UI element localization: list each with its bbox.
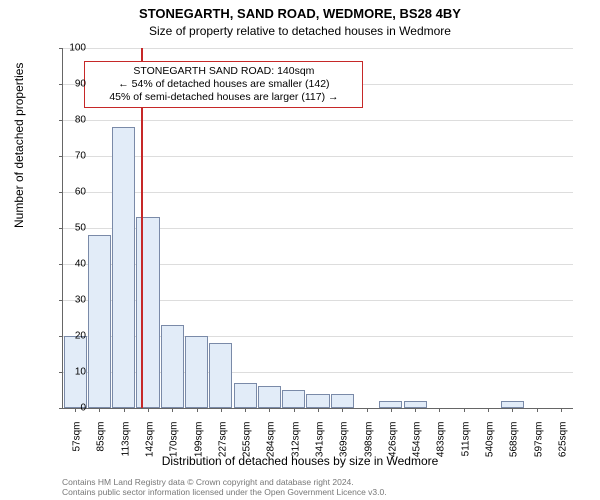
histogram-bar <box>282 390 305 408</box>
y-tick-label: 30 <box>75 295 86 306</box>
y-tick-label: 60 <box>75 187 86 198</box>
annotation-box: STONEGARTH SAND ROAD: 140sqm← 54% of det… <box>84 61 363 108</box>
y-tick-mark <box>59 336 63 337</box>
plot-area: STONEGARTH SAND ROAD: 140sqm← 54% of det… <box>62 48 573 409</box>
y-tick-mark <box>59 84 63 85</box>
chart-subtitle: Size of property relative to detached ho… <box>0 24 600 38</box>
x-tick-mark <box>221 408 222 412</box>
histogram-bar <box>258 386 281 408</box>
x-tick-mark <box>172 408 173 412</box>
x-tick-mark <box>294 408 295 412</box>
x-tick-mark <box>342 408 343 412</box>
y-tick-mark <box>59 372 63 373</box>
y-tick-label: 80 <box>75 115 86 126</box>
x-tick-mark <box>537 408 538 412</box>
histogram-bar <box>112 127 135 408</box>
y-tick-mark <box>59 264 63 265</box>
x-tick-mark <box>391 408 392 412</box>
x-tick-mark <box>75 408 76 412</box>
histogram-bar <box>209 343 232 408</box>
gridline <box>63 120 573 121</box>
histogram-bar <box>234 383 257 408</box>
y-tick-label: 0 <box>80 403 86 414</box>
y-tick-label: 100 <box>69 43 86 54</box>
annotation-line: STONEGARTH SAND ROAD: 140sqm <box>91 65 356 78</box>
histogram-bar <box>331 394 354 408</box>
x-tick-mark <box>148 408 149 412</box>
gridline <box>63 156 573 157</box>
histogram-bar <box>501 401 524 408</box>
histogram-bar <box>136 217 159 408</box>
y-tick-mark <box>59 48 63 49</box>
y-tick-mark <box>59 192 63 193</box>
gridline <box>63 48 573 49</box>
x-tick-mark <box>124 408 125 412</box>
y-tick-mark <box>59 156 63 157</box>
footer-line-2: Contains public sector information licen… <box>62 488 387 498</box>
x-tick-mark <box>99 408 100 412</box>
histogram-bar <box>185 336 208 408</box>
x-tick-mark <box>464 408 465 412</box>
x-tick-mark <box>318 408 319 412</box>
x-tick-mark <box>245 408 246 412</box>
chart-container: STONEGARTH, SAND ROAD, WEDMORE, BS28 4BY… <box>0 0 600 500</box>
annotation-line: 45% of semi-detached houses are larger (… <box>91 91 356 104</box>
y-tick-label: 70 <box>75 151 86 162</box>
x-tick-mark <box>269 408 270 412</box>
y-axis-label: Number of detached properties <box>12 63 26 228</box>
y-tick-mark <box>59 408 63 409</box>
x-tick-mark <box>367 408 368 412</box>
x-axis-label: Distribution of detached houses by size … <box>0 454 600 468</box>
x-tick-mark <box>512 408 513 412</box>
footer-attribution: Contains HM Land Registry data © Crown c… <box>62 478 387 498</box>
chart-title: STONEGARTH, SAND ROAD, WEDMORE, BS28 4BY <box>0 6 600 21</box>
y-tick-label: 20 <box>75 331 86 342</box>
annotation-line: ← 54% of detached houses are smaller (14… <box>91 78 356 91</box>
x-tick-mark <box>415 408 416 412</box>
y-tick-mark <box>59 300 63 301</box>
histogram-bar <box>161 325 184 408</box>
histogram-bar <box>306 394 329 408</box>
y-tick-label: 50 <box>75 223 86 234</box>
x-tick-mark <box>197 408 198 412</box>
histogram-bar <box>88 235 111 408</box>
x-tick-mark <box>488 408 489 412</box>
y-tick-mark <box>59 228 63 229</box>
gridline <box>63 192 573 193</box>
y-tick-label: 10 <box>75 367 86 378</box>
x-tick-mark <box>561 408 562 412</box>
histogram-bar <box>404 401 427 408</box>
y-tick-mark <box>59 120 63 121</box>
y-tick-label: 40 <box>75 259 86 270</box>
y-tick-label: 90 <box>75 79 86 90</box>
histogram-bar <box>379 401 402 408</box>
x-tick-mark <box>439 408 440 412</box>
